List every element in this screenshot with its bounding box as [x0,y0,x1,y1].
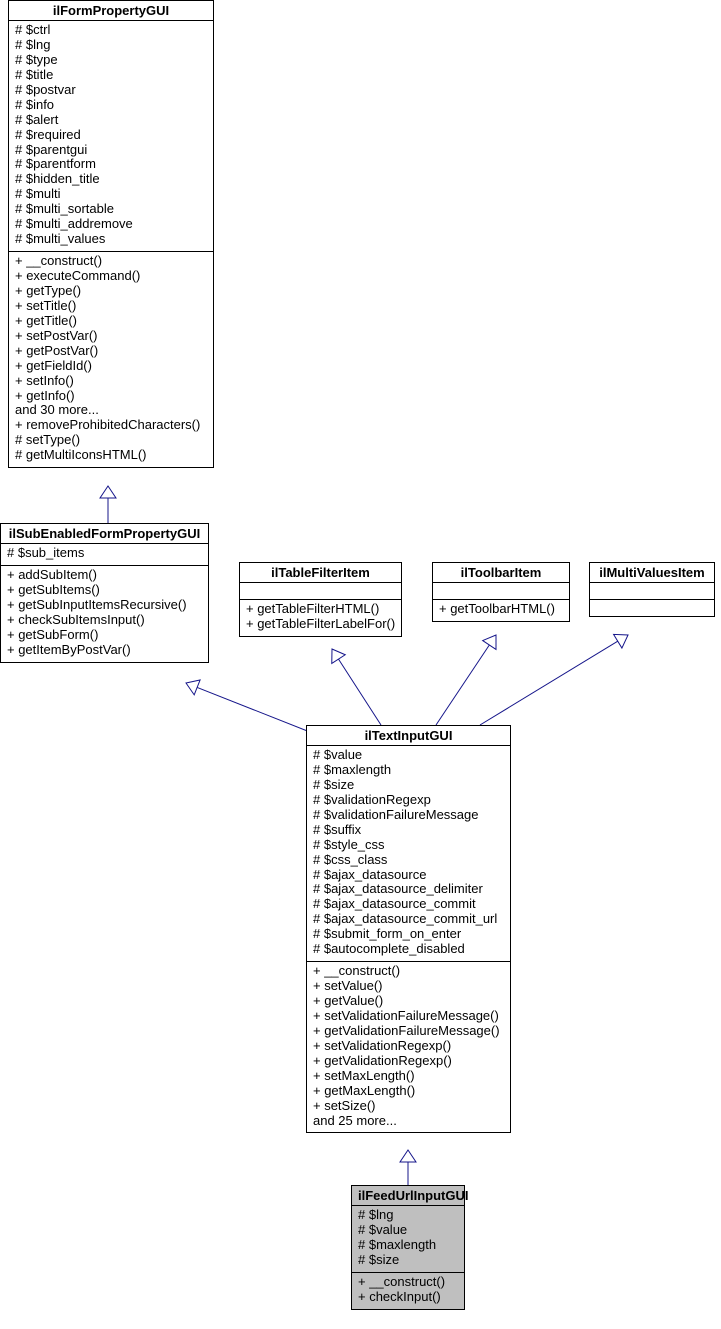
attribute: # $autocomplete_disabled [313,942,504,957]
attribute: # $multi_addremove [15,217,207,232]
class-attributes: # $lng# $value# $maxlength# $size [352,1206,464,1273]
method: + setValidationFailureMessage() [313,1009,504,1024]
attribute: # $maxlength [313,763,504,778]
attribute: # $multi_values [15,232,207,247]
attribute: # $validationRegexp [313,793,504,808]
method: + __construct() [358,1275,458,1290]
attribute: # $value [313,748,504,763]
class-attributes [590,583,714,600]
method: + getPostVar() [15,344,207,359]
class-attributes: # $value# $maxlength# $size# $validation… [307,746,510,962]
class-box: ilToolbarItem + getToolbarHTML() [432,562,570,622]
class-methods [590,600,714,616]
attribute: # $size [313,778,504,793]
attribute: # $ajax_datasource_commit [313,897,504,912]
class-box: ilTextInputGUI# $value# $maxlength# $siz… [306,725,511,1133]
attribute: # $info [15,98,207,113]
attribute: # $multi_sortable [15,202,207,217]
method: + removeProhibitedCharacters() [15,418,207,433]
class-box: ilSubEnabledFormPropertyGUI # $sub_items +… [0,523,209,663]
attribute: # $validationFailureMessage [313,808,504,823]
method: + setSize() [313,1099,504,1114]
class-title: ilFormPropertyGUI [9,1,213,21]
class-methods: + __construct()+ checkInput() [352,1273,464,1309]
method: # getMultiIconsHTML() [15,448,207,463]
attribute: # $ajax_datasource_delimiter [313,882,504,897]
method: + setMaxLength() [313,1069,504,1084]
class-title: ilToolbarItem [433,563,569,583]
class-title: ilTableFilterItem [240,563,401,583]
class-title: ilFeedUrlInputGUI [352,1186,464,1206]
attribute: # $title [15,68,207,83]
attribute: # $suffix [313,823,504,838]
class-attributes [433,583,569,600]
method: + setTitle() [15,299,207,314]
class-methods: + __construct()+ executeCommand()+ getTy… [9,252,213,467]
method: + getSubForm() [7,628,202,643]
method: + getMaxLength() [313,1084,504,1099]
method: + setPostVar() [15,329,207,344]
attribute: # $css_class [313,853,504,868]
method: + getTableFilterHTML() [246,602,395,617]
method: + getToolbarHTML() [439,602,563,617]
class-box: ilMultiValuesItem [589,562,715,617]
attribute: # $parentform [15,157,207,172]
diagram-canvas: ilFormPropertyGUI# $ctrl# $lng# $type# $… [0,0,721,1329]
attribute: # $sub_items [7,546,202,561]
method: + getInfo() [15,389,207,404]
method: + setValue() [313,979,504,994]
method: + __construct() [15,254,207,269]
method: + getItemByPostVar() [7,643,202,658]
attribute: # $hidden_title [15,172,207,187]
method: + getType() [15,284,207,299]
class-title: ilSubEnabledFormPropertyGUI [1,524,208,544]
method: + executeCommand() [15,269,207,284]
class-methods: + addSubItem()+ getSubItems()+ getSubInp… [1,566,208,662]
attribute: # $lng [358,1208,458,1223]
class-title: ilTextInputGUI [307,726,510,746]
attribute: # $size [358,1253,458,1268]
attribute: # $submit_form_on_enter [313,927,504,942]
attribute: # $alert [15,113,207,128]
class-box: ilTableFilterItem + getTableFilterHTML()+… [239,562,402,637]
attribute: # $type [15,53,207,68]
attribute: # $lng [15,38,207,53]
class-box: ilFeedUrlInputGUI# $lng# $value# $maxlen… [351,1185,465,1310]
class-attributes [240,583,401,600]
method: # setType() [15,433,207,448]
method: + getValue() [313,994,504,1009]
class-attributes: # $ctrl# $lng# $type# $title# $postvar# … [9,21,213,252]
method: and 25 more... [313,1114,504,1129]
method: + getFieldId() [15,359,207,374]
method: + getSubInputItemsRecursive() [7,598,202,613]
method: + getTitle() [15,314,207,329]
method: + checkInput() [358,1290,458,1305]
method: + setInfo() [15,374,207,389]
attribute: # $ajax_datasource_commit_url [313,912,504,927]
attribute: # $ctrl [15,23,207,38]
class-title: ilMultiValuesItem [590,563,714,583]
method: and 30 more... [15,403,207,418]
method: + getTableFilterLabelFor() [246,617,395,632]
method: + getValidationFailureMessage() [313,1024,504,1039]
attribute: # $maxlength [358,1238,458,1253]
method: + getSubItems() [7,583,202,598]
class-methods: + getTableFilterHTML()+ getTableFilterLa… [240,600,401,636]
attribute: # $postvar [15,83,207,98]
method: + setValidationRegexp() [313,1039,504,1054]
method: + getValidationRegexp() [313,1054,504,1069]
method: + __construct() [313,964,504,979]
attribute: # $value [358,1223,458,1238]
class-methods: + __construct()+ setValue()+ getValue()+… [307,962,510,1132]
attribute: # $multi [15,187,207,202]
attribute: # $required [15,128,207,143]
class-attributes: # $sub_items [1,544,208,566]
class-box: ilFormPropertyGUI# $ctrl# $lng# $type# $… [8,0,214,468]
method: + addSubItem() [7,568,202,583]
method: + checkSubItemsInput() [7,613,202,628]
attribute: # $parentgui [15,143,207,158]
class-methods: + getToolbarHTML() [433,600,569,621]
attribute: # $style_css [313,838,504,853]
attribute: # $ajax_datasource [313,868,504,883]
